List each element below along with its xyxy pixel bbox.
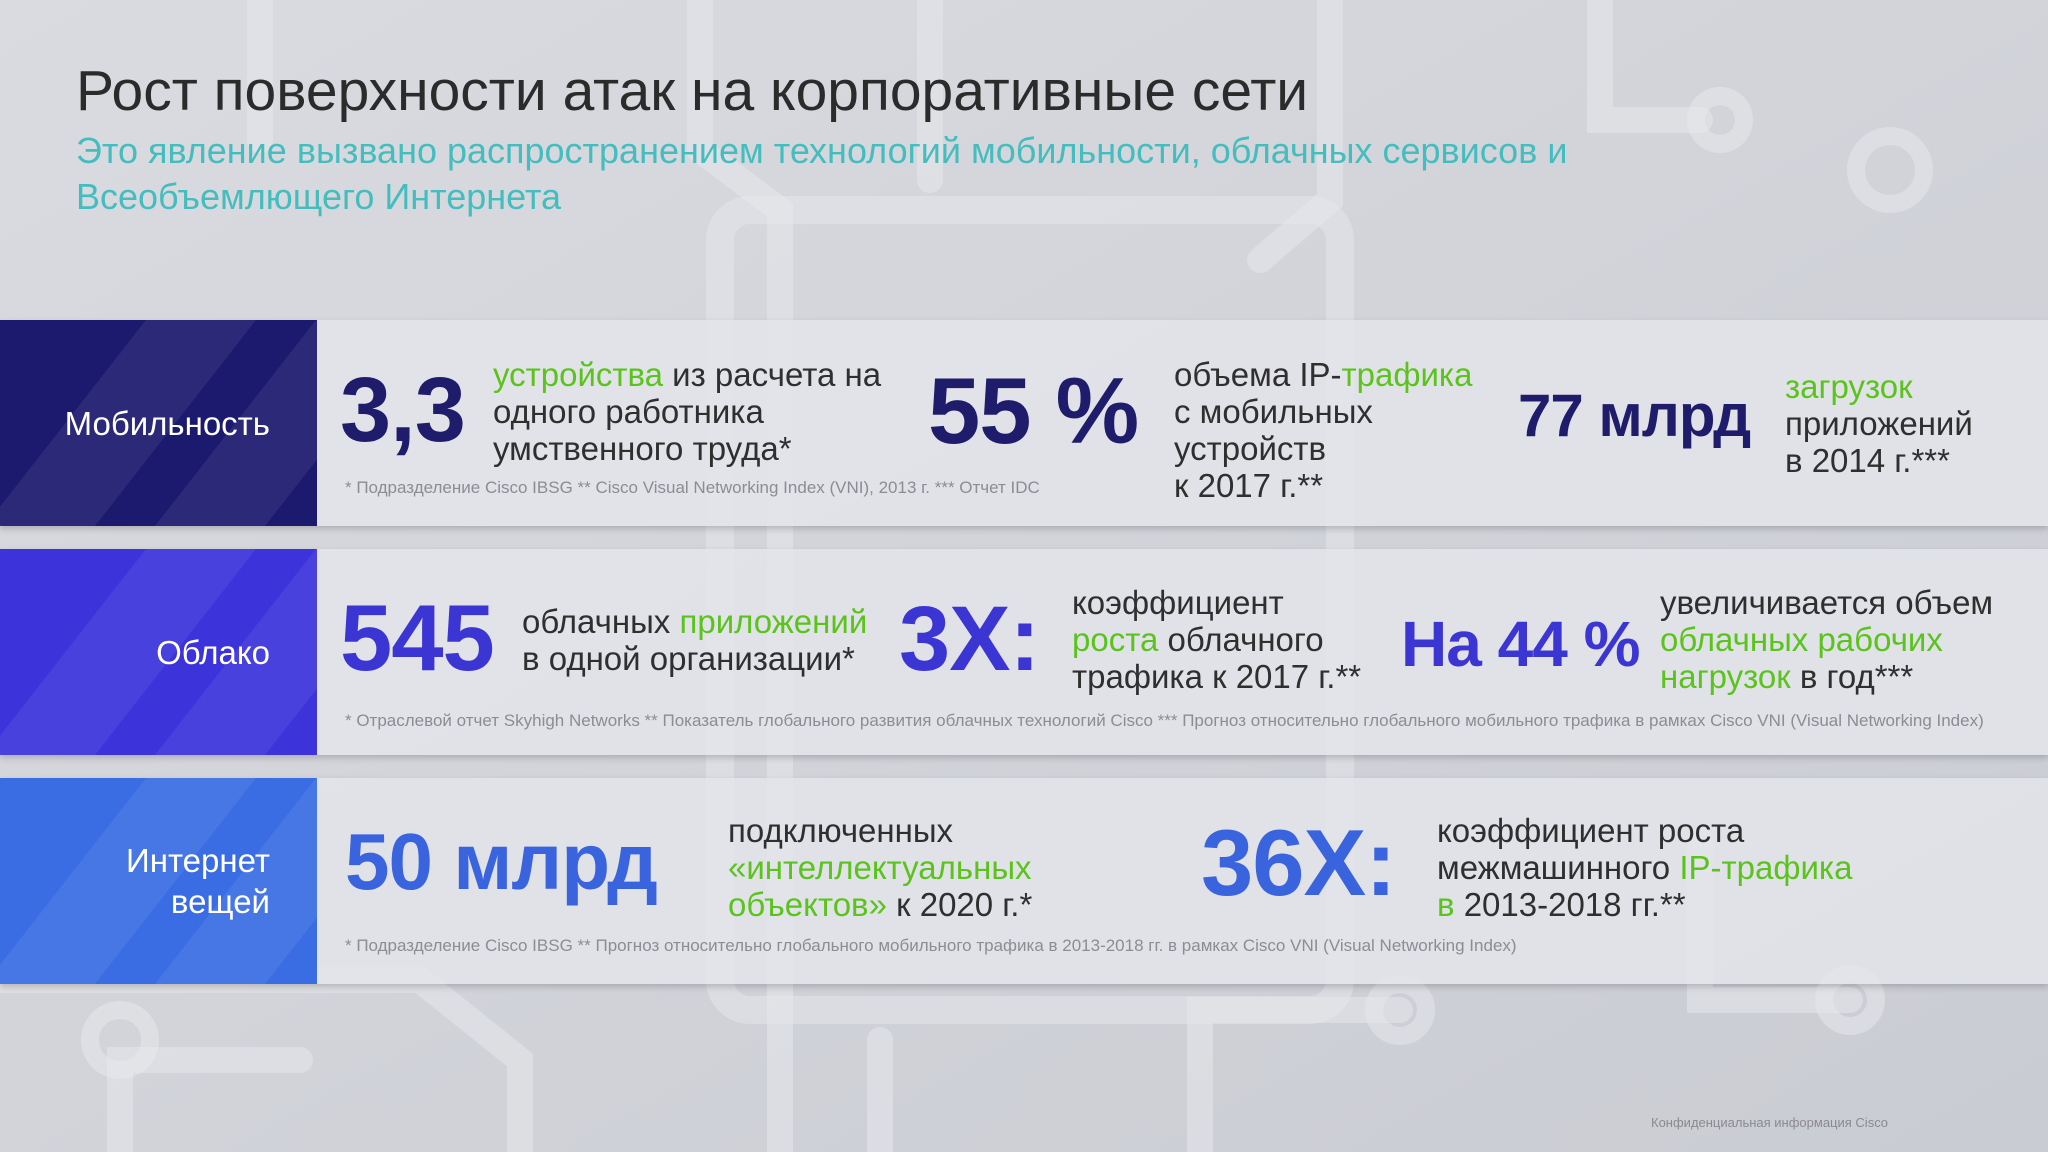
cloud-stat-workloads-desc: увеличивается объем облачных рабочих наг…: [1660, 584, 1994, 695]
iot-row: Интернет вещей 50 млрд подключенных «инт…: [0, 778, 2048, 984]
iot-label: Интернет вещей: [126, 842, 270, 920]
slide-title: Рост поверхности атак на корпоративные с…: [76, 59, 1309, 123]
cloud-label: Облако: [156, 633, 270, 671]
iot-stat-objects-desc: подключенных «интеллектуальных объектов»…: [728, 812, 1033, 923]
cloud-category: Облако: [0, 549, 317, 755]
slide-subtitle: Это явление вызвано распространением тех…: [76, 130, 1568, 217]
iot-footnote: * Подразделение Cisco IBSG ** Прогноз от…: [345, 936, 1517, 955]
cloud-stat-apps-desc: облачных приложений в одной организации*: [522, 603, 868, 677]
cloud-row: Облако 545 облачных приложений в одной о…: [0, 549, 2048, 755]
iot-category: Интернет вещей: [0, 778, 317, 984]
mobility-stat-devices-value: 3,3: [340, 359, 466, 461]
mobility-row: Мобильность 3,3 устройства из расчета на…: [0, 320, 2048, 526]
mobility-stat-traffic-value: 55 %: [928, 358, 1139, 463]
mobility-category: Мобильность: [0, 320, 317, 526]
iot-stat-m2m-desc: коэффициент роста межмашинного IP-трафик…: [1437, 812, 1853, 923]
iot-stat-objects-value: 50 млрд: [345, 817, 658, 906]
cloud-stat-apps-value: 545: [340, 585, 495, 690]
cloud-stat-workloads-value: На 44 %: [1401, 608, 1640, 680]
cloud-footnote: * Отраслевой отчет Skyhigh Networks ** П…: [345, 711, 1984, 730]
iot-stat-m2m-value: 36X:: [1201, 810, 1397, 915]
mobility-stat-devices-desc: устройства из расчета на одного работник…: [493, 356, 882, 467]
mobility-stat-downloads-value: 77 млрд: [1518, 382, 1751, 449]
mobility-stat-traffic-desc: объема IP-трафика с мобильных устройств …: [1174, 356, 1473, 504]
cloud-stat-growth-desc: коэффициент роста облачного трафика к 20…: [1072, 584, 1362, 695]
mobility-label: Мобильность: [64, 404, 270, 442]
confidential-label: Конфиденциальная информация Cisco: [1651, 1115, 1888, 1130]
mobility-footnote: * Подразделение Cisco IBSG ** Cisco Visu…: [345, 478, 1040, 497]
mobility-stat-downloads-desc: загрузок приложений в 2014 г.***: [1785, 368, 1973, 479]
cloud-stat-growth-value: 3X:: [899, 588, 1040, 690]
